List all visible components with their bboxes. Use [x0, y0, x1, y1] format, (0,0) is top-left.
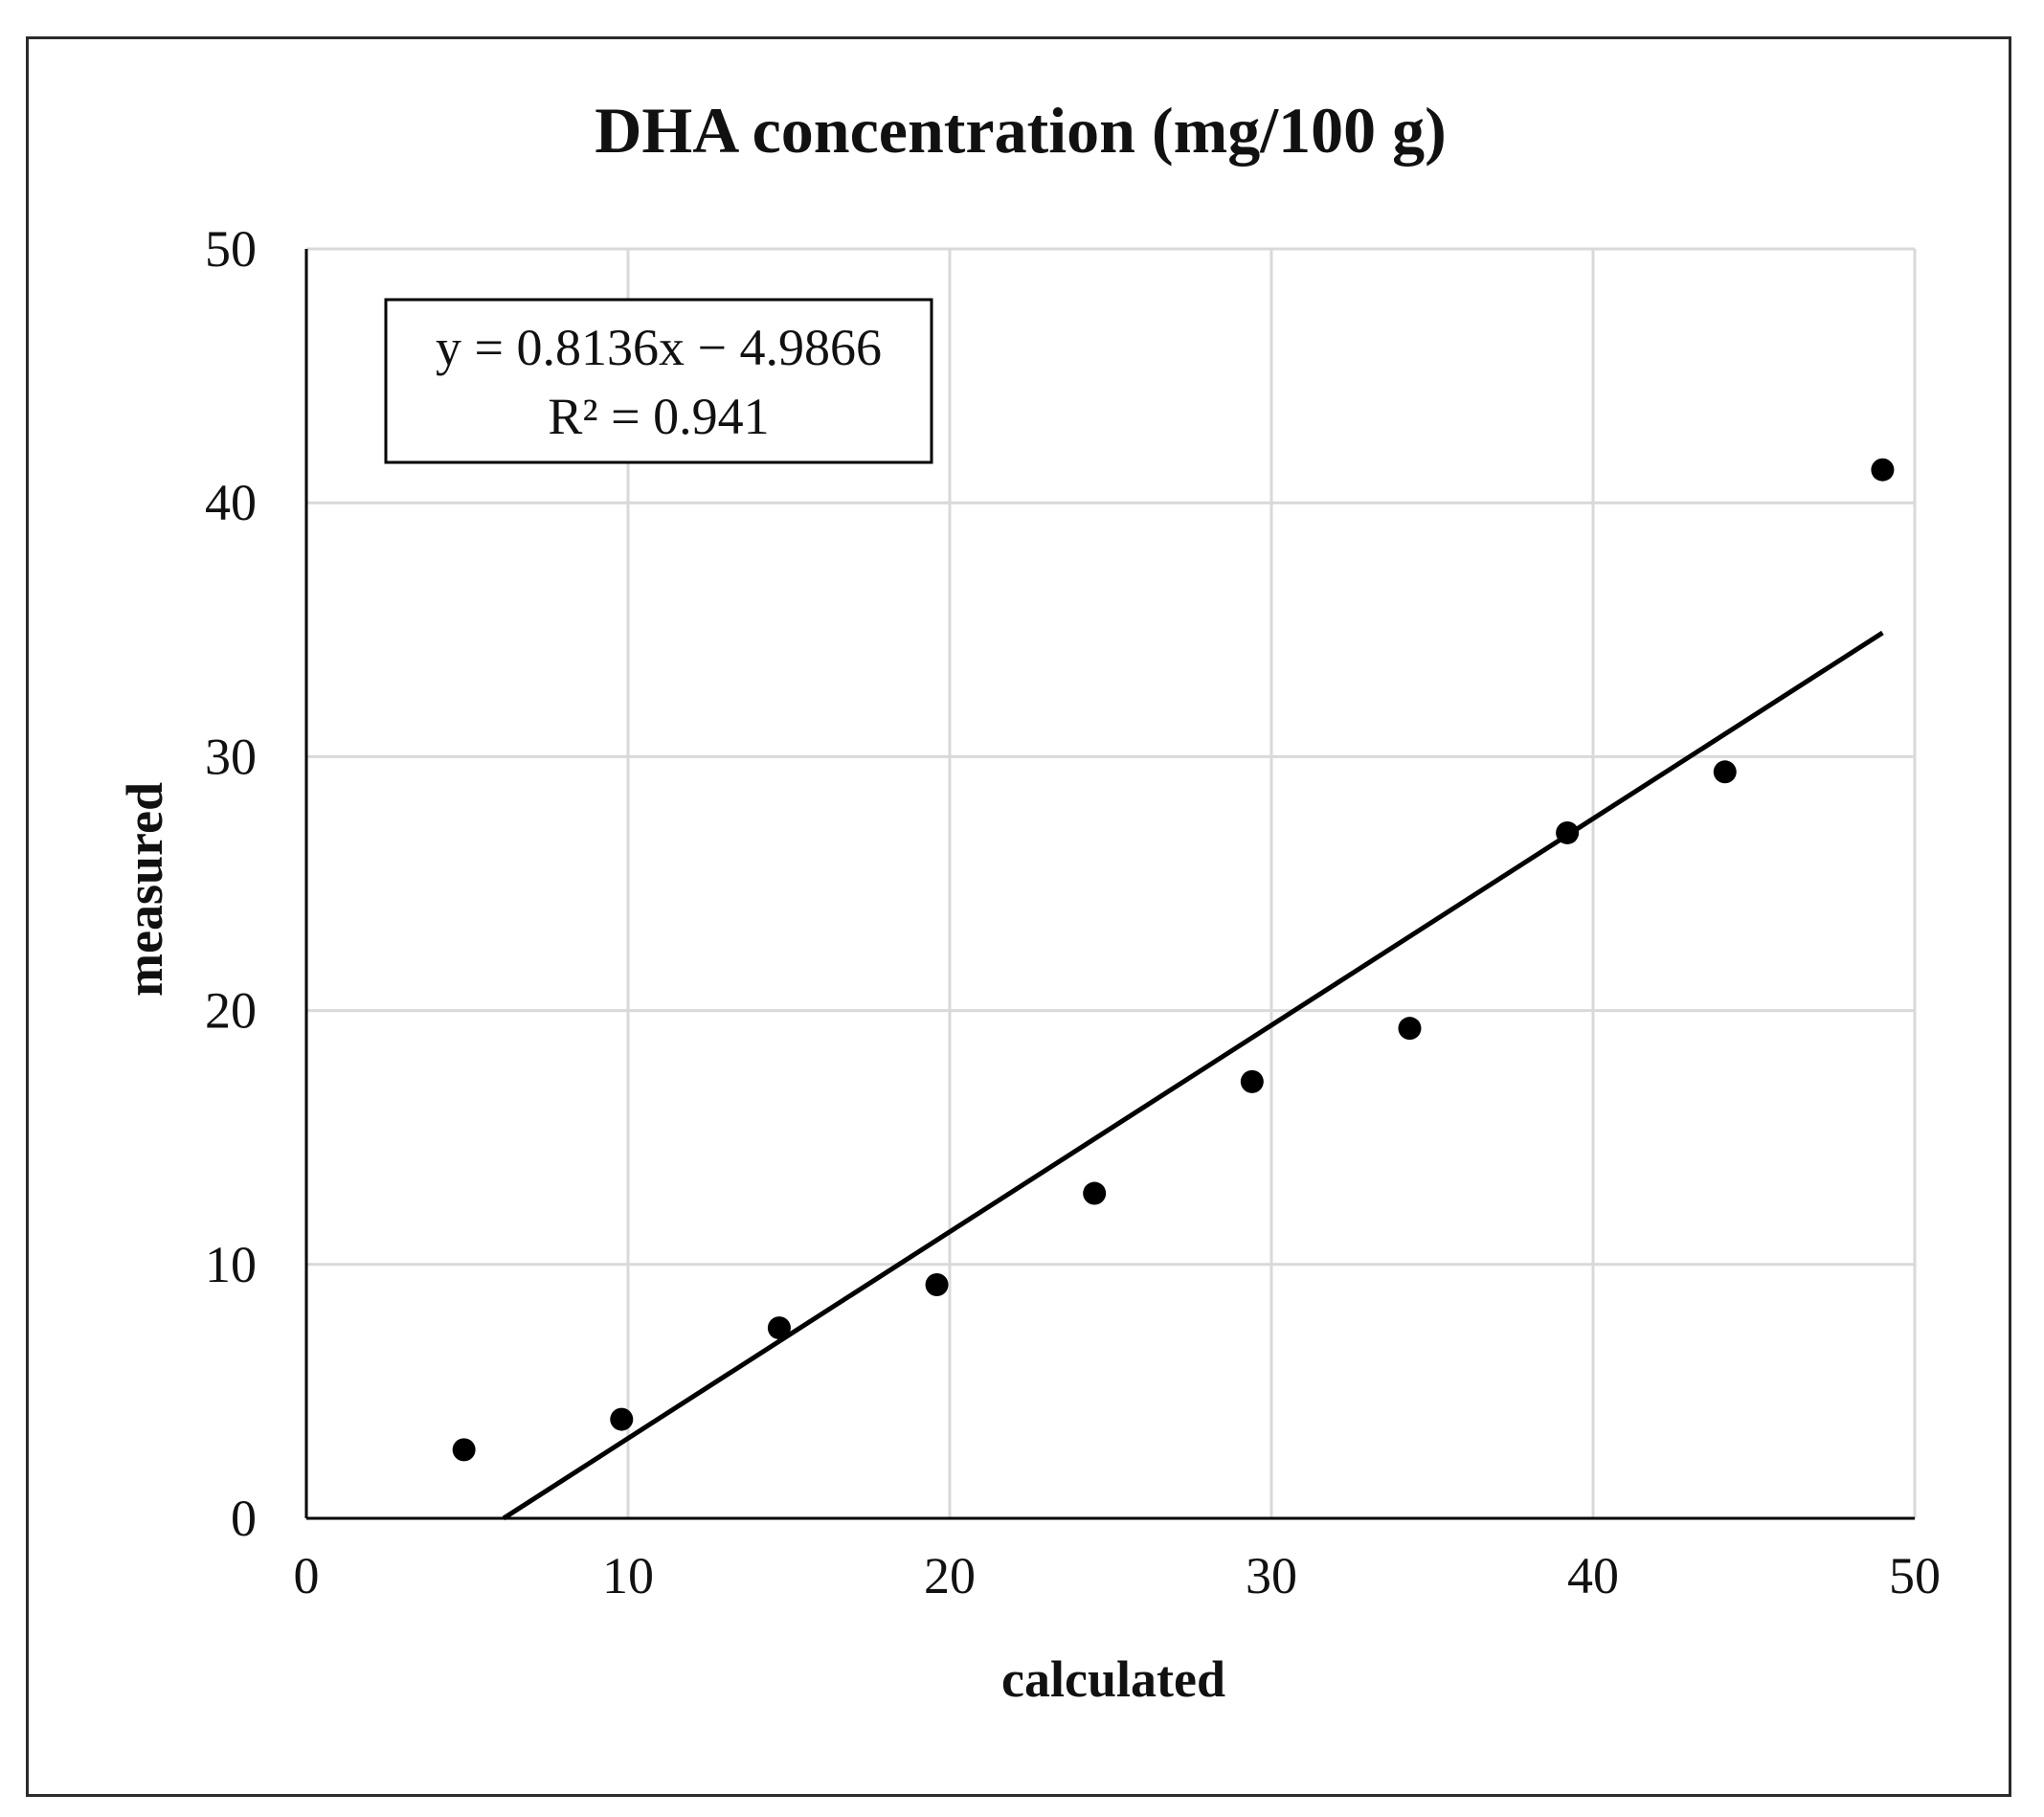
trendline [502, 630, 1884, 1521]
y-axis-label: measured [116, 782, 173, 997]
data-point [925, 1273, 949, 1297]
x-axis-label: calculated [1001, 1650, 1225, 1708]
x-tick-label: 0 [294, 1547, 320, 1604]
axes [304, 249, 1915, 1520]
data-point [610, 1407, 634, 1431]
data-point [1713, 760, 1737, 784]
equation-box-border [384, 298, 933, 464]
x-tick-label: 30 [1246, 1547, 1297, 1604]
x-tick-label: 50 [1889, 1547, 1941, 1604]
data-point [1083, 1181, 1107, 1205]
y-tick-label: 50 [205, 220, 257, 278]
x-tick-label: 20 [924, 1547, 976, 1604]
chart-frame: DHA concentration (mg/100 g) 0 10 20 30 40 50… [26, 36, 2011, 1797]
equation-box: y = 0.8136x − 4.9866 R² = 0.941 [384, 298, 933, 464]
data-point [1240, 1069, 1264, 1093]
chart-title: DHA concentration (mg/100 g) [595, 94, 1447, 167]
y-tick-label: 10 [205, 1236, 257, 1293]
r-squared-label: R² = 0.941 [548, 388, 769, 445]
data-points [452, 458, 1895, 1462]
tick-labels: 0 10 20 30 40 50 0 10 20 30 40 50 [205, 220, 1941, 1604]
data-point [767, 1316, 791, 1340]
data-point [1556, 820, 1580, 844]
x-tick-label: 10 [602, 1547, 654, 1604]
grid-lines [306, 247, 1917, 1518]
data-point [1398, 1017, 1422, 1041]
scatter-chart: DHA concentration (mg/100 g) 0 10 20 30 40 50… [116, 94, 1941, 1708]
x-tick-label: 40 [1567, 1547, 1619, 1604]
y-tick-label: 30 [205, 728, 257, 785]
y-tick-label: 40 [205, 474, 257, 531]
data-point [452, 1438, 476, 1462]
y-tick-label: 20 [205, 982, 257, 1040]
y-tick-label: 0 [231, 1490, 257, 1547]
data-point [1871, 458, 1895, 482]
trendline-equation: y = 0.8136x − 4.9866 [436, 319, 882, 376]
trendline-layer [502, 630, 1884, 1521]
